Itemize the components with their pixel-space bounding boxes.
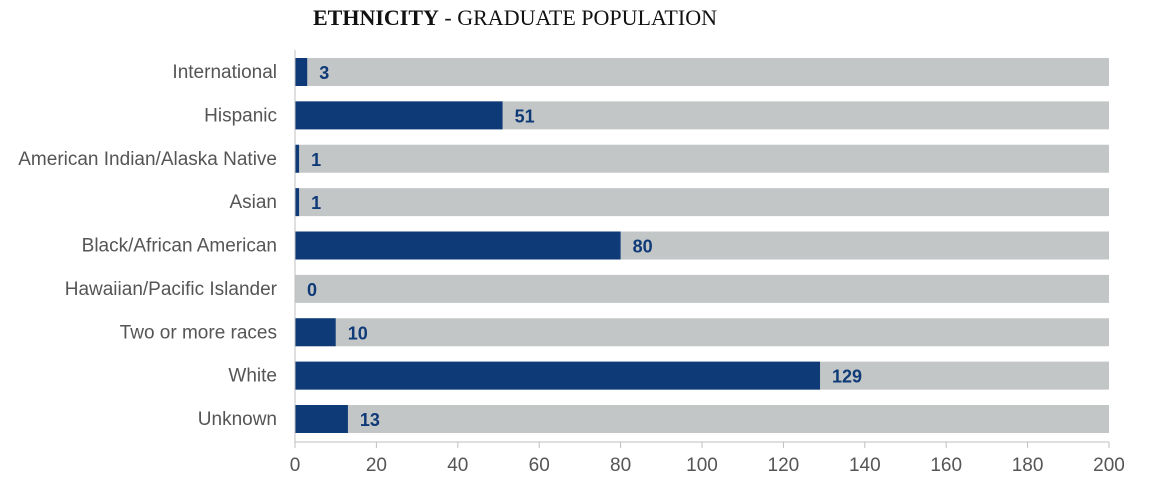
data-label: 3 bbox=[319, 63, 329, 83]
x-tick-label: 40 bbox=[447, 455, 468, 476]
x-tick-label: 0 bbox=[290, 455, 301, 476]
category-label: American Indian/Alaska Native bbox=[18, 149, 277, 170]
category-label: White bbox=[228, 366, 277, 387]
category-label: Unknown bbox=[198, 409, 277, 430]
bar-track bbox=[295, 274, 1109, 303]
x-tick-label: 100 bbox=[686, 455, 718, 476]
bar-track bbox=[295, 58, 1109, 86]
x-tick-label: 180 bbox=[1012, 455, 1044, 476]
category-label: Hispanic bbox=[204, 105, 277, 126]
bar-track bbox=[295, 144, 1109, 173]
bar bbox=[295, 231, 621, 260]
bar bbox=[295, 318, 336, 347]
category-label: Hawaiian/Pacific Islander bbox=[65, 279, 278, 300]
bar bbox=[295, 188, 300, 217]
bar-track bbox=[295, 188, 1109, 217]
x-tick-label: 140 bbox=[849, 455, 881, 476]
x-tick-label: 60 bbox=[529, 455, 550, 476]
chart-title-rest: - GRADUATE POPULATION bbox=[438, 5, 717, 30]
data-label: 13 bbox=[360, 410, 380, 430]
bar bbox=[295, 361, 821, 390]
category-label: Black/African American bbox=[82, 236, 277, 257]
category-label: Asian bbox=[229, 192, 277, 213]
x-tick-label: 20 bbox=[366, 455, 387, 476]
data-label: 51 bbox=[515, 106, 535, 126]
bar bbox=[295, 144, 300, 173]
bar bbox=[295, 58, 308, 86]
chart-title: ETHNICITY - GRADUATE POPULATION bbox=[313, 5, 717, 31]
bar-track bbox=[295, 405, 1109, 433]
data-label: 129 bbox=[832, 367, 862, 387]
data-label: 10 bbox=[348, 323, 368, 343]
bar bbox=[295, 101, 503, 130]
category-label: International bbox=[172, 62, 277, 83]
x-tick-label: 80 bbox=[610, 455, 631, 476]
bar-track bbox=[295, 318, 1109, 347]
data-label: 0 bbox=[307, 280, 317, 300]
x-tick-label: 160 bbox=[930, 455, 962, 476]
x-tick-label: 120 bbox=[768, 455, 800, 476]
x-tick-label: 200 bbox=[1093, 455, 1125, 476]
chart-title-bold: ETHNICITY bbox=[313, 5, 439, 30]
category-label: Two or more races bbox=[120, 322, 277, 343]
data-label: 80 bbox=[633, 237, 653, 257]
bar bbox=[295, 405, 348, 433]
data-label: 1 bbox=[311, 150, 321, 170]
data-label: 1 bbox=[311, 193, 321, 213]
